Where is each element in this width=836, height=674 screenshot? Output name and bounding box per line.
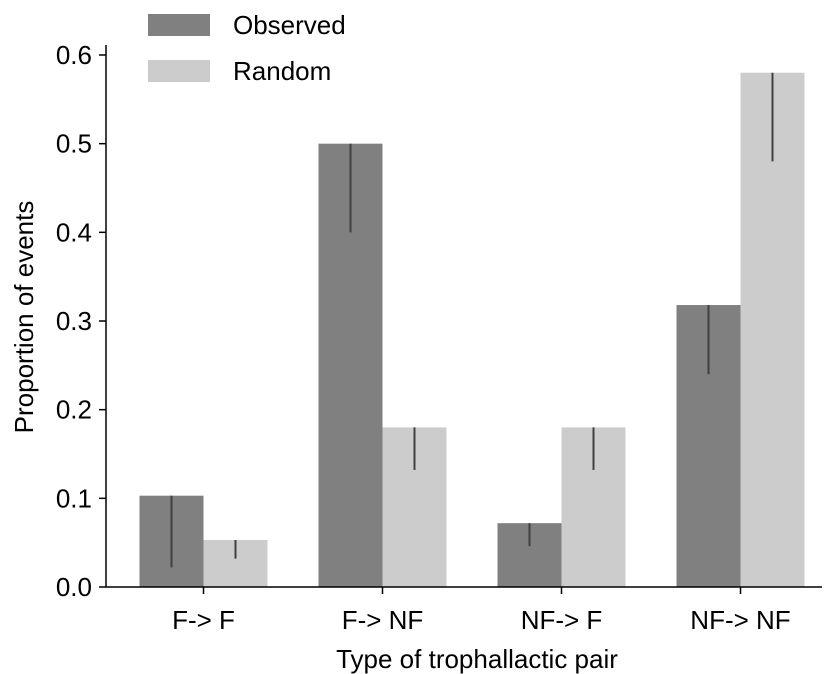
x-axis-title: Type of trophallactic pair	[336, 644, 618, 674]
legend: Observed Random	[148, 10, 346, 86]
y-tick-label-3: 0.3	[56, 306, 92, 336]
y-axis-title: Proportion of events	[9, 201, 39, 434]
x-tick-label-3: NF-> F	[521, 605, 603, 635]
y-tick-label-2: 0.2	[56, 395, 92, 425]
y-tick-label-5: 0.5	[56, 129, 92, 159]
y-tick-label-1: 0.1	[56, 483, 92, 513]
error-bars-layer	[170, 72, 774, 568]
legend-swatch-observed	[148, 14, 210, 36]
x-tick-label-2: F-> NF	[342, 605, 424, 635]
legend-label-random: Random	[233, 56, 331, 86]
legend-label-observed: Observed	[233, 10, 346, 40]
bars-layer	[139, 72, 805, 587]
axes-layer: F-> F F-> NF NF-> F NF-> NF 0.0 0.1 0.2 0.3 0.4 0…	[56, 40, 822, 635]
y-tick-label-6: 0.6	[56, 40, 92, 70]
y-tick-label-0: 0.0	[56, 572, 92, 602]
x-tick-label-4: NF-> NF	[690, 605, 790, 635]
y-tick-label-4: 0.4	[56, 217, 92, 247]
x-tick-label-1: F-> F	[172, 605, 235, 635]
legend-swatch-random	[148, 60, 210, 82]
